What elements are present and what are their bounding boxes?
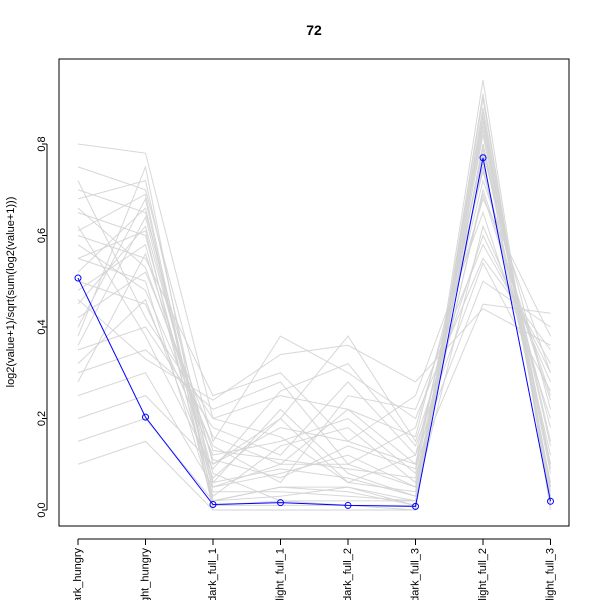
background-profile-line xyxy=(77,226,551,470)
y-tick-label: 0.8 xyxy=(36,136,48,151)
background-profile-line xyxy=(77,187,551,488)
chart-title: 72 xyxy=(306,22,322,38)
background-profile-lines xyxy=(77,79,551,511)
series-point xyxy=(344,501,352,509)
background-profile-line xyxy=(77,148,551,479)
y-axis-title: log2(value+1)/sqrt(sum(log2(value+1))) xyxy=(5,197,17,388)
background-profile-line xyxy=(77,179,551,497)
background-profile-line xyxy=(77,192,551,479)
y-tick-label: 0.0 xyxy=(36,502,48,517)
y-axis: 0.0 0.2 0.4 0.6 0.8 xyxy=(36,136,48,517)
background-profile-line xyxy=(77,178,551,457)
series-point xyxy=(209,501,217,509)
x-tick-label: dark_full_1 xyxy=(207,548,219,600)
series-point xyxy=(142,413,149,421)
series-points xyxy=(74,154,554,510)
series-point xyxy=(74,274,82,282)
x-tick-label: light_full_1 xyxy=(274,548,286,600)
series-point xyxy=(277,499,284,507)
x-tick-label: dark_full_2 xyxy=(342,548,354,600)
series-lines xyxy=(77,157,551,507)
x-tick-label: light_hungry xyxy=(139,548,151,600)
x-axis: dark_hungry light_hungry dark_full_1 light_… xyxy=(72,538,556,600)
background-profile-line xyxy=(77,143,551,466)
background-profile-line xyxy=(77,197,551,465)
x-tick-label: light_full_3 xyxy=(544,548,556,600)
background-profile-line xyxy=(77,116,551,506)
y-tick-label: 0.6 xyxy=(36,228,48,243)
x-tick-label: dark_hungry xyxy=(72,548,84,600)
background-profile-line xyxy=(77,93,551,511)
series-line xyxy=(77,157,551,507)
background-profile-line xyxy=(77,243,551,484)
series-point xyxy=(547,497,554,505)
y-tick-label: 0.2 xyxy=(36,411,48,426)
plot-frame xyxy=(58,58,570,527)
background-profile-line xyxy=(77,180,551,484)
background-profile-line xyxy=(77,79,551,511)
x-tick-label: light_full_2 xyxy=(477,548,489,600)
background-profile-line xyxy=(77,111,551,497)
x-tick-label: dark_full_3 xyxy=(409,548,421,600)
series-point xyxy=(412,502,419,510)
y-tick-label: 0.4 xyxy=(36,319,48,334)
series-point xyxy=(479,154,487,162)
background-profile-line xyxy=(77,299,551,401)
background-profile-line xyxy=(77,130,551,507)
background-profile-line xyxy=(77,125,551,493)
